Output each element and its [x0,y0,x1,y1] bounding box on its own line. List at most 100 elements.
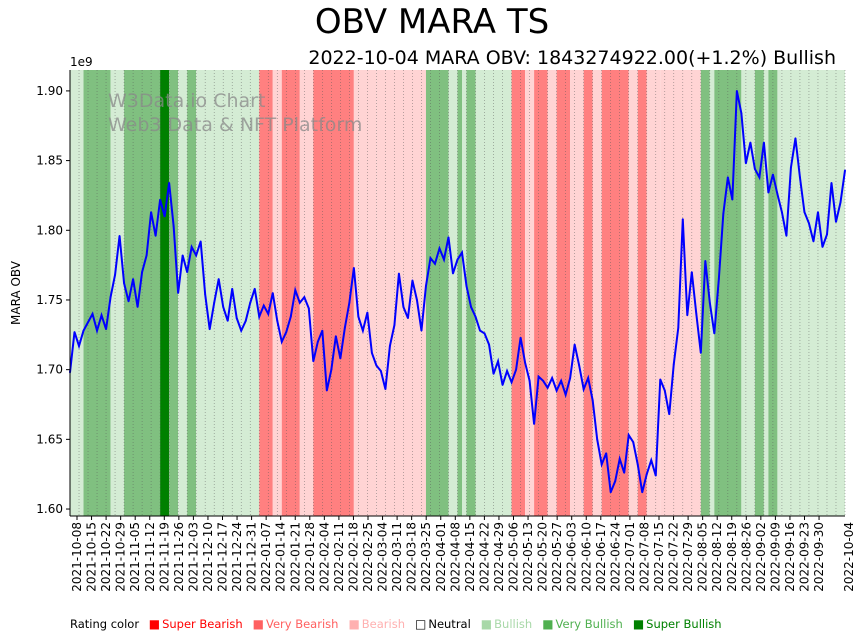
data-point-129 [650,459,653,462]
rating-band-33 [646,70,661,516]
data-point-105 [542,379,545,382]
data-point-111 [569,377,572,379]
data-point-139 [695,313,698,315]
data-point-68 [375,364,378,367]
rating-band-29 [592,70,602,516]
data-point-149 [740,112,743,115]
data-point-127 [641,491,644,494]
watermark: W3Data.io Chart Web3 Data & NFT Platform [108,90,362,136]
data-point-160 [790,166,792,169]
legend-title: Rating color [70,617,140,631]
x-tick-label-35: 2022-06-10 [579,522,593,592]
rating-band-25 [547,70,557,516]
data-point-156 [772,173,774,176]
data-point-135 [677,326,680,329]
data-point-154 [763,141,765,144]
data-point-39 [244,319,247,322]
legend-item-3: □ Neutral [415,617,471,631]
data-point-80 [429,257,432,260]
data-point-82 [438,247,441,250]
data-point-81 [434,262,436,265]
data-point-53 [307,307,310,310]
rating-band-18 [457,70,463,516]
data-point-124 [627,434,630,437]
data-point-122 [618,457,621,460]
data-point-103 [533,423,535,425]
data-point-171 [839,201,842,204]
watermark-line-1: W3Data.io Chart [108,90,265,112]
x-tick-label-43: 2022-08-05 [696,522,710,592]
data-point-106 [546,386,549,389]
data-point-94 [492,372,495,375]
data-point-14 [132,278,134,280]
data-point-131 [659,378,662,381]
data-point-148 [735,90,738,92]
x-tick-label-12: 2021-12-31 [245,522,259,592]
data-point-134 [672,363,675,365]
data-point-61 [343,326,346,329]
rating-band-40 [763,70,769,516]
data-point-66 [366,311,369,314]
rating-band-6 [178,70,188,516]
y-axis-label: MARA OBV [9,260,23,325]
data-point-24 [177,292,180,294]
legend-label: Very Bearish [265,617,339,631]
data-point-136 [681,218,684,221]
x-tick-label-37: 2022-06-24 [608,522,622,592]
rating-band-27 [570,70,584,516]
x-tick-label-36: 2022-06-17 [594,522,608,592]
data-point-49 [289,315,292,318]
data-point-33 [217,278,220,280]
x-tick-label-13: 2022-01-07 [259,522,273,592]
x-tick-label-44: 2022-08-12 [710,522,724,592]
data-point-18 [150,211,153,214]
x-tick-label-26: 2022-04-08 [448,522,462,592]
data-point-152 [753,168,756,170]
data-point-132 [663,389,666,392]
data-point-145 [722,212,725,215]
data-point-90 [474,315,477,318]
data-point-104 [537,375,540,378]
data-point-118 [600,463,603,466]
data-point-8 [105,328,107,331]
x-tick-label-19: 2022-02-18 [346,522,360,592]
x-tick-label-34: 2022-06-03 [565,522,579,592]
legend-label: Super Bullish [646,617,722,631]
rating-band-5 [169,70,179,516]
rating-band-32 [637,70,647,516]
data-point-72 [393,324,396,326]
data-point-98 [510,381,513,384]
data-point-5 [91,313,94,315]
legend-label: Super Bearish [162,617,243,631]
data-point-77 [416,299,418,301]
rating-band-0 [70,70,84,516]
data-point-59 [334,335,337,338]
rating-band-36 [709,70,715,516]
rating-legend: Rating color ■ Super Bearish ■ Very Bearish… [70,617,732,631]
data-point-163 [803,211,806,214]
x-tick-label-20: 2022-02-25 [361,522,375,592]
data-point-9 [109,296,112,299]
data-point-126 [636,463,639,466]
data-point-11 [118,234,121,237]
rating-band-8 [196,70,260,516]
data-point-62 [348,301,351,304]
x-tick-label-51: 2022-09-30 [812,522,826,592]
legend-item-0: ■ Super Bearish [149,617,243,631]
data-point-3 [82,329,85,332]
data-point-44 [267,313,270,315]
data-point-162 [799,176,801,179]
rating-band-39 [754,70,764,516]
data-point-7 [100,314,103,317]
data-point-70 [384,388,387,391]
data-point-150 [744,162,747,165]
data-point-108 [555,389,558,392]
data-point-52 [303,296,306,299]
data-point-161 [794,137,797,140]
x-tick-label-22: 2022-03-11 [390,522,404,592]
data-point-57 [325,389,328,392]
x-tick-label-38: 2022-07-01 [623,522,637,592]
data-point-107 [551,377,554,379]
data-point-21 [163,215,166,218]
data-point-10 [114,273,116,276]
